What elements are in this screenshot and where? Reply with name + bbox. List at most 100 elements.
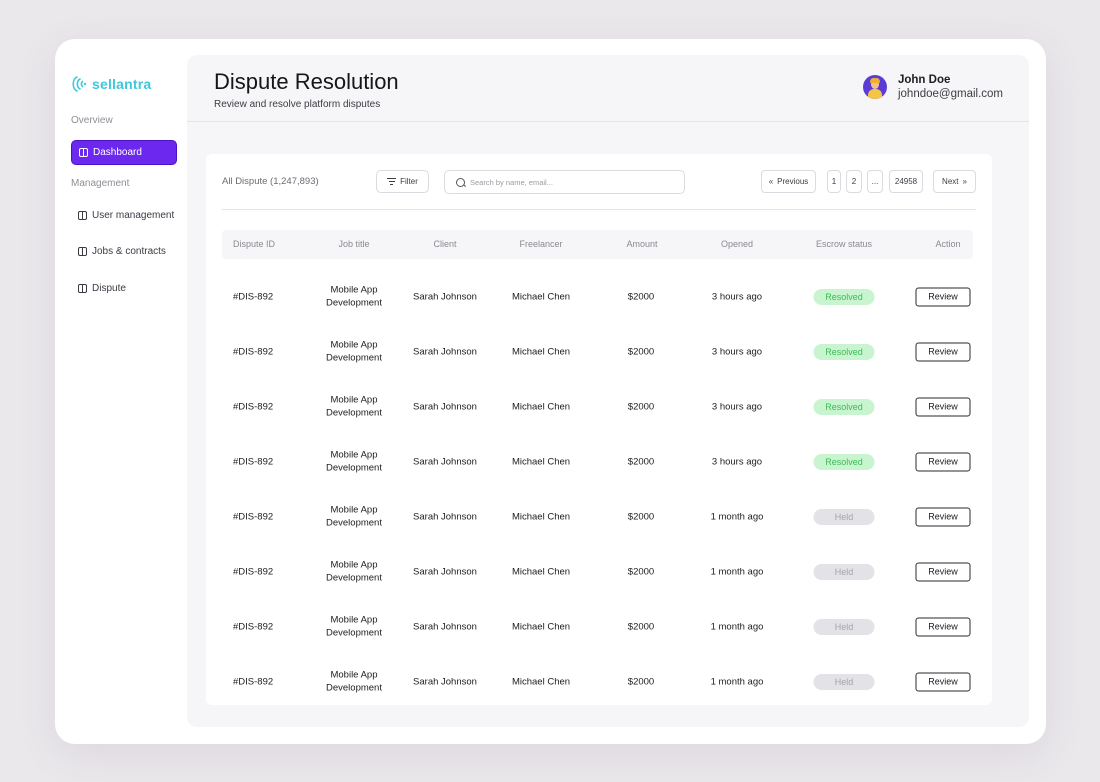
job-title: Mobile App Development bbox=[319, 283, 389, 310]
table-header: Dispute ID Job title Client Freelancer A… bbox=[222, 230, 973, 259]
status-badge: Resolved bbox=[813, 288, 875, 305]
job-title: Mobile App Development bbox=[319, 503, 389, 530]
freelancer-name: Michael Chen bbox=[511, 291, 571, 302]
sidebar-item-dispute[interactable]: Dispute bbox=[71, 276, 177, 301]
opened-time: 3 hours ago bbox=[711, 401, 763, 412]
job-title-line: Development bbox=[326, 572, 382, 584]
column-header[interactable]: Dispute ID bbox=[232, 239, 276, 249]
column-header[interactable]: Job title bbox=[338, 239, 370, 249]
next-label: Next bbox=[942, 177, 959, 186]
search-icon bbox=[456, 177, 465, 187]
sidebar-item-jobs-contracts[interactable]: Jobs & contracts bbox=[71, 239, 177, 264]
search-box bbox=[444, 170, 685, 194]
review-button[interactable]: Review bbox=[915, 397, 971, 416]
table-row[interactable]: #DIS-892 Mobile App Development Sarah Johns… bbox=[222, 654, 973, 709]
avatar bbox=[862, 75, 887, 99]
amount: $2000 bbox=[627, 676, 655, 687]
dispute-id: #DIS-892 bbox=[233, 566, 274, 577]
job-title-line: Mobile App bbox=[330, 504, 378, 515]
amount: $2000 bbox=[627, 346, 655, 357]
freelancer-name: Michael Chen bbox=[511, 621, 571, 632]
job-title-line: Development bbox=[326, 682, 382, 694]
page-button-1[interactable]: 1 bbox=[827, 170, 841, 193]
review-button[interactable]: Review bbox=[915, 562, 971, 581]
client-name: Sarah Johnson bbox=[413, 621, 477, 632]
column-header[interactable]: Escrow status bbox=[815, 239, 873, 249]
job-title: Mobile App Development bbox=[319, 448, 389, 475]
review-button[interactable]: Review bbox=[915, 672, 971, 691]
dispute-id: #DIS-892 bbox=[233, 621, 274, 632]
search-input[interactable] bbox=[470, 177, 670, 187]
column-header[interactable]: Action bbox=[935, 239, 961, 249]
layout-icon bbox=[78, 284, 87, 293]
client-name: Sarah Johnson bbox=[413, 566, 477, 577]
opened-time: 1 month ago bbox=[710, 676, 764, 687]
column-header[interactable]: Amount bbox=[626, 239, 658, 249]
dispute-id: #DIS-892 bbox=[233, 456, 274, 467]
review-button[interactable]: Review bbox=[915, 287, 971, 306]
dispute-id: #DIS-892 bbox=[233, 676, 274, 687]
freelancer-name: Michael Chen bbox=[511, 346, 571, 357]
review-button[interactable]: Review bbox=[915, 452, 971, 471]
freelancer-name: Michael Chen bbox=[511, 566, 571, 577]
status-badge: Held bbox=[813, 673, 875, 690]
layout-icon bbox=[79, 148, 88, 157]
amount: $2000 bbox=[627, 621, 655, 632]
status-badge: Resolved bbox=[813, 398, 875, 415]
table-row[interactable]: #DIS-892 Mobile App Development Sarah Johns… bbox=[222, 269, 973, 324]
page-title: Dispute Resolution bbox=[214, 69, 399, 94]
job-title-line: Mobile App bbox=[330, 669, 378, 680]
amount: $2000 bbox=[627, 566, 655, 577]
filter-icon bbox=[387, 178, 397, 185]
status-badge: Resolved bbox=[813, 343, 875, 360]
brand-logo[interactable]: sellantra bbox=[71, 75, 151, 93]
filter-button[interactable]: Filter bbox=[376, 170, 429, 193]
sidebar-item-user-management[interactable]: User management bbox=[71, 203, 177, 228]
previous-page-button[interactable]: « Previous bbox=[761, 170, 816, 193]
layout-icon bbox=[78, 211, 87, 220]
client-name: Sarah Johnson bbox=[413, 401, 477, 412]
opened-time: 1 month ago bbox=[710, 566, 764, 577]
table-row[interactable]: #DIS-892 Mobile App Development Sarah Johns… bbox=[222, 599, 973, 654]
table-row[interactable]: #DIS-892 Mobile App Development Sarah Johns… bbox=[222, 544, 973, 599]
review-button[interactable]: Review bbox=[915, 507, 971, 526]
column-header[interactable]: Freelancer bbox=[519, 239, 563, 249]
table-row[interactable]: #DIS-892 Mobile App Development Sarah Johns… bbox=[222, 434, 973, 489]
table-row[interactable]: #DIS-892 Mobile App Development Sarah Johns… bbox=[222, 489, 973, 544]
job-title: Mobile App Development bbox=[319, 668, 389, 695]
table-row[interactable]: #DIS-892 Mobile App Development Sarah Johns… bbox=[222, 379, 973, 434]
dispute-count: All Dispute (1,247,893) bbox=[222, 176, 319, 187]
sidebar-item-label: Dashboard bbox=[93, 147, 142, 158]
column-header[interactable]: Client bbox=[433, 239, 457, 249]
page-button-last[interactable]: 24958 bbox=[889, 170, 923, 193]
job-title-line: Development bbox=[326, 462, 382, 474]
page-header: Dispute Resolution Review and resolve pl… bbox=[187, 55, 1029, 122]
job-title: Mobile App Development bbox=[319, 558, 389, 585]
page-ellipsis: ... bbox=[867, 170, 883, 193]
job-title-line: Development bbox=[326, 352, 382, 364]
user-profile[interactable]: John Doe johndoe@gmail.com bbox=[862, 74, 1003, 100]
job-title: Mobile App Development bbox=[319, 613, 389, 640]
page-button-2[interactable]: 2 bbox=[846, 170, 862, 193]
page-subtitle: Review and resolve platform disputes bbox=[214, 99, 381, 110]
next-page-button[interactable]: Next » bbox=[933, 170, 976, 193]
job-title-line: Mobile App bbox=[330, 559, 378, 570]
amount: $2000 bbox=[627, 401, 655, 412]
brand-name: sellantra bbox=[92, 76, 152, 92]
freelancer-name: Michael Chen bbox=[511, 456, 571, 467]
job-title-line: Mobile App bbox=[330, 614, 378, 625]
opened-time: 3 hours ago bbox=[711, 291, 763, 302]
disputes-card: All Dispute (1,247,893) Filter « Previou… bbox=[206, 154, 992, 705]
filter-label: Filter bbox=[400, 177, 418, 186]
review-button[interactable]: Review bbox=[915, 342, 971, 361]
opened-time: 3 hours ago bbox=[711, 346, 763, 357]
user-name: John Doe bbox=[897, 74, 951, 86]
column-header[interactable]: Opened bbox=[720, 239, 754, 249]
client-name: Sarah Johnson bbox=[413, 511, 477, 522]
app-window: sellantra Overview Dashboard Management … bbox=[55, 39, 1046, 744]
freelancer-name: Michael Chen bbox=[511, 401, 571, 412]
table-row[interactable]: #DIS-892 Mobile App Development Sarah Johns… bbox=[222, 324, 973, 379]
sidebar-item-dashboard[interactable]: Dashboard bbox=[71, 140, 177, 165]
user-email: johndoe@gmail.com bbox=[897, 88, 1003, 100]
review-button[interactable]: Review bbox=[915, 617, 971, 636]
